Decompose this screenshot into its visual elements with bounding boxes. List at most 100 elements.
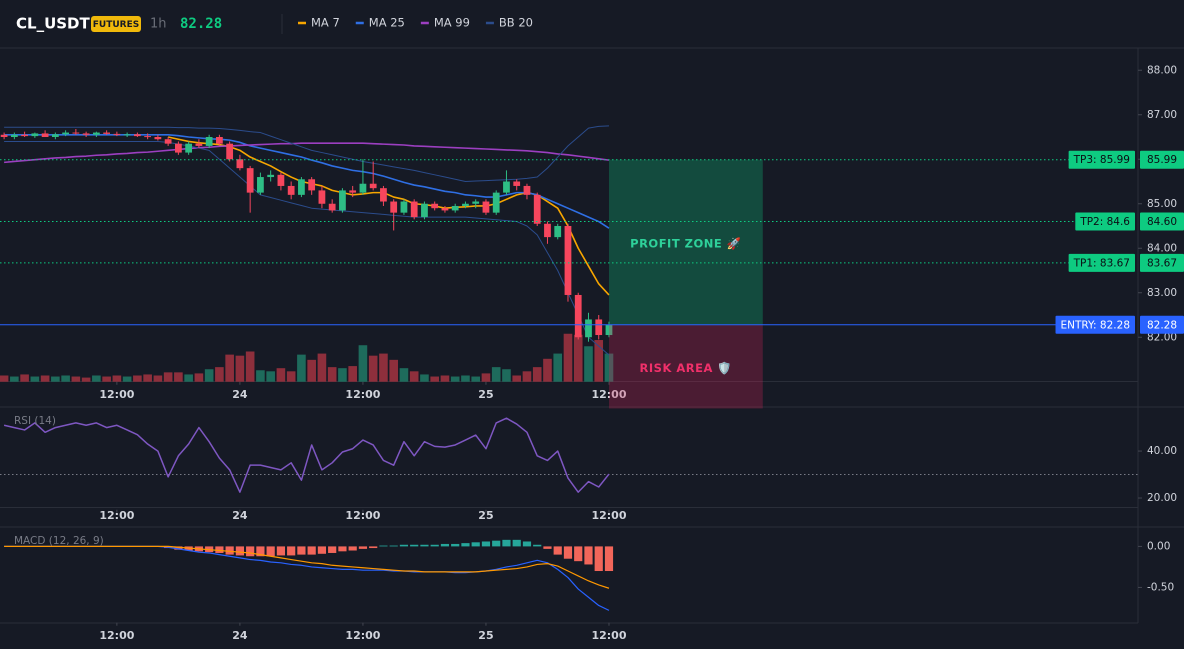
axis-badge: 82.28 <box>1147 319 1177 331</box>
candle-body <box>462 203 469 206</box>
histogram-bar <box>481 541 491 547</box>
candle-body <box>482 201 490 213</box>
volume-bar <box>327 367 337 382</box>
volume-bar <box>461 375 470 382</box>
candle-body <box>62 132 69 135</box>
histogram-bar <box>522 541 532 547</box>
zone-label: RISK AREA 🛡️ <box>640 361 733 375</box>
volume-bar <box>153 375 163 382</box>
zone <box>608 159 763 325</box>
volume-bar <box>20 374 29 382</box>
candle-body <box>82 133 90 135</box>
volume-bar <box>604 353 614 382</box>
volume-bar <box>420 374 429 382</box>
histogram-bar <box>287 546 296 556</box>
y-tick-label: 88.00 <box>1147 64 1177 76</box>
axis-badge-bg <box>1140 315 1184 334</box>
histogram-bar <box>451 543 460 547</box>
y-tick-label: 83.00 <box>1147 287 1177 299</box>
volume-bar <box>0 375 9 382</box>
volume-bar <box>430 376 440 382</box>
histogram-bar <box>461 543 470 547</box>
candle-body <box>492 192 500 213</box>
pane-title: RSI (14) <box>14 415 56 427</box>
candle-body <box>92 132 100 135</box>
candle-body <box>359 183 367 193</box>
level-label-bg <box>1068 253 1135 272</box>
legend-label: BB 20 <box>499 16 533 30</box>
legend-label: MA 7 <box>311 16 340 30</box>
histogram-bar <box>317 546 327 554</box>
volume-bar <box>194 373 204 382</box>
candle-body <box>544 223 551 238</box>
x-tick-label: 12:00 <box>591 388 626 401</box>
histogram-bar <box>604 546 614 572</box>
candle-body <box>585 319 592 338</box>
level-label: TP1: 83.67 <box>1068 253 1135 272</box>
candle-body <box>164 139 172 144</box>
candle-body <box>605 324 613 336</box>
y-tick-label: 40.00 <box>1147 445 1177 457</box>
candle-body <box>328 203 336 211</box>
candle-body <box>287 185 295 195</box>
histogram-bar <box>553 546 562 555</box>
candle-body <box>554 226 562 238</box>
x-tick-label: 12:00 <box>345 388 380 401</box>
volume-bar <box>399 368 409 382</box>
volume-bar <box>133 375 142 382</box>
volume-bar <box>235 355 245 382</box>
volume-bar <box>184 374 193 382</box>
histogram-bar <box>266 546 275 557</box>
volume-bar <box>297 354 306 382</box>
candle-body <box>267 174 275 178</box>
candle-body <box>205 137 213 146</box>
candle-body <box>154 137 162 140</box>
level-label-text: TP1: 83.67 <box>1073 257 1130 269</box>
series-line <box>4 140 610 356</box>
candle-body <box>113 133 121 135</box>
histogram-bar <box>410 544 419 547</box>
volume-bar <box>450 376 460 382</box>
axis-badge-bg <box>1140 253 1184 272</box>
x-tick-label: 12:00 <box>99 509 134 522</box>
volume-bar <box>543 358 552 382</box>
badge-bg <box>91 16 141 32</box>
volume-bar <box>81 377 91 382</box>
volume-bar <box>40 375 50 382</box>
volume-bar <box>215 367 224 382</box>
candle-body <box>308 179 316 191</box>
histogram-bar <box>256 546 265 557</box>
volume-bar <box>358 345 368 382</box>
candle-body <box>10 134 18 137</box>
candle-body <box>133 134 141 137</box>
pane-title: MACD (12, 26, 9) <box>14 535 104 547</box>
x-tick-label: 24 <box>232 388 248 401</box>
volume-bar <box>71 376 81 382</box>
candle-body <box>185 143 193 153</box>
histogram-bar <box>399 544 409 547</box>
x-tick-label: 12:00 <box>99 388 134 401</box>
x-tick-label: 12:00 <box>99 629 134 642</box>
candle-body <box>298 179 305 195</box>
histogram-bar <box>512 539 521 547</box>
histogram-bar <box>543 546 552 549</box>
volume-bar <box>112 375 122 382</box>
volume-bar <box>491 367 501 382</box>
histogram-bar <box>235 546 245 556</box>
y-tick-label: -0.50 <box>1147 581 1174 593</box>
volume-bar <box>102 376 111 382</box>
axis-badge: 85.99 <box>1147 154 1177 166</box>
candle-body <box>513 181 521 186</box>
candle-body <box>472 201 480 204</box>
legend-label: MA 25 <box>369 16 405 30</box>
x-tick-label: 12:00 <box>345 509 380 522</box>
volume-bar <box>174 372 183 382</box>
candle-body <box>0 134 8 137</box>
series-line <box>4 142 610 164</box>
histogram-bar <box>389 545 398 547</box>
x-tick-label: 12:00 <box>345 629 380 642</box>
y-tick-label: 84.00 <box>1147 242 1177 254</box>
candle-body <box>380 188 387 202</box>
volume-bar <box>512 375 522 382</box>
candle-body <box>523 185 531 195</box>
